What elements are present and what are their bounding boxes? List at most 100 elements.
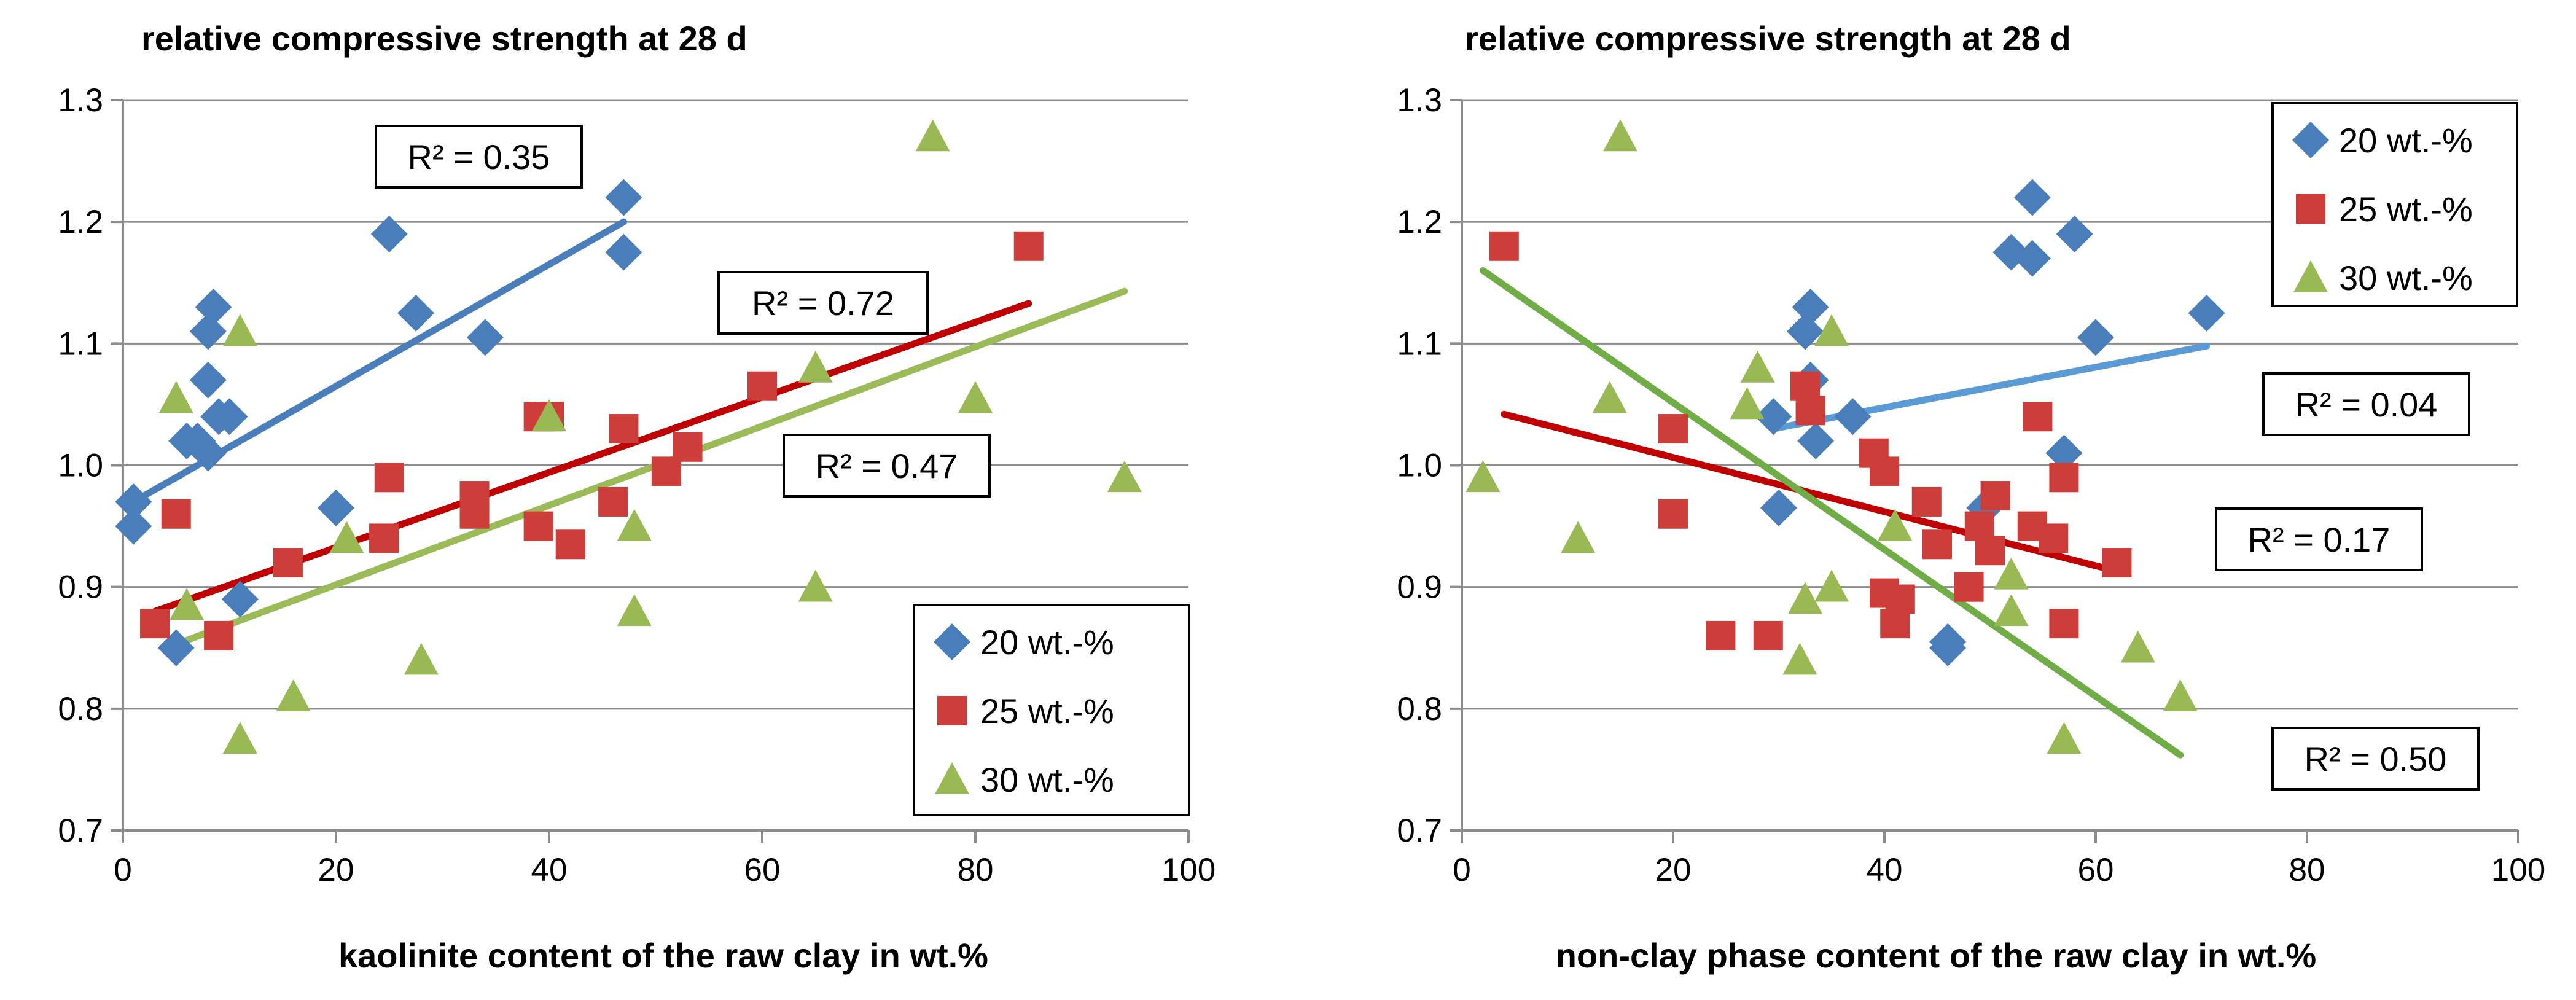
data-point [1814, 569, 1849, 602]
r-squared-label: R² = 0.47 [816, 447, 958, 485]
data-point [2049, 609, 2079, 639]
r-squared-box [375, 125, 583, 189]
data-point [115, 507, 152, 545]
r-squared-box [717, 271, 929, 335]
data-point [1753, 620, 1783, 650]
data-point [1814, 314, 1849, 346]
data-point [157, 629, 195, 666]
trendline [1479, 267, 2184, 759]
data-point [1980, 481, 2010, 511]
data-point [958, 381, 993, 413]
x-tick-label: 0 [1453, 852, 1470, 888]
legend-marker [935, 762, 969, 794]
x-tick-label: 60 [744, 852, 781, 888]
r-squared-box [783, 434, 991, 498]
y-tick-label: 0.9 [58, 569, 103, 606]
data-point [1797, 422, 1835, 459]
axes [111, 99, 1190, 843]
y-tick-label: 1.3 [1397, 82, 1442, 119]
data-point [1706, 620, 1736, 650]
data-point [397, 294, 435, 332]
r-squared-label: R² = 0.50 [2305, 740, 2447, 778]
y-tick-label: 1.1 [1397, 326, 1442, 362]
data-point [2163, 679, 2198, 711]
r-squared-box [2262, 372, 2470, 436]
data-point [1922, 529, 1952, 560]
data-point [2049, 463, 2079, 493]
data-point [140, 609, 170, 639]
r-squared-box [2215, 507, 2423, 571]
data-point [1994, 594, 2029, 627]
data-point [276, 679, 311, 711]
x-tick-label: 80 [2289, 852, 2325, 888]
trendline [173, 287, 1128, 648]
y-tick-label: 0.9 [1397, 569, 1442, 606]
x-tick-label: 20 [318, 852, 354, 888]
data-point [2056, 215, 2093, 252]
data-point [1954, 572, 1984, 602]
data-point [1730, 387, 1765, 420]
data-point [798, 350, 833, 383]
data-point [204, 620, 234, 650]
data-point [617, 509, 652, 541]
data-point [2047, 722, 2082, 754]
data-point [1013, 231, 1044, 261]
data-point [329, 521, 364, 553]
y-tick-label: 1.0 [1397, 448, 1442, 484]
data-point [1489, 231, 1519, 261]
data-point [374, 463, 404, 493]
data-point [2102, 548, 2132, 578]
data-point [1834, 398, 1872, 436]
data-point [532, 399, 566, 432]
y-tick-label: 1.2 [58, 204, 103, 240]
data-point [2013, 240, 2051, 277]
data-point [1792, 288, 1829, 326]
data-point [211, 398, 248, 436]
data-point [1740, 350, 1775, 383]
data-point [1603, 119, 1637, 152]
data-point [605, 179, 642, 216]
r-squared-label: R² = 0.04 [2295, 385, 2438, 424]
y-tick-labels: 0.7 0.8 0.9 1.0 1.1 1.2 1.3 [1397, 82, 1442, 849]
data-point [1658, 414, 1688, 444]
legend-label: 20 wt.-% [980, 623, 1114, 662]
legend: 20 wt.-% 25 wt.-% 30 wt.-% [2271, 102, 2518, 307]
legend-label: 30 wt.-% [980, 760, 1114, 799]
legend-marker [2296, 194, 2325, 224]
r-squared-label: R² = 0.35 [408, 138, 550, 176]
chart-non-clay: relative compressive strength at 28 d 0.… [1397, 19, 2545, 975]
r-squared-label: R² = 0.17 [2248, 520, 2391, 559]
legend-marker [934, 623, 970, 660]
data-point [161, 499, 191, 529]
y-tick-label: 0.7 [58, 813, 103, 849]
y-tick-label: 1.3 [58, 82, 103, 119]
data-point [1561, 521, 1596, 553]
y-tick-labels: 0.7 0.8 0.9 1.0 1.1 1.2 1.3 [58, 82, 103, 849]
data-point [115, 483, 152, 520]
x-tick-label: 0 [114, 852, 131, 888]
data-point [195, 288, 232, 326]
data-point [798, 569, 833, 602]
data-points [115, 119, 1142, 754]
y-tick-label: 1.0 [58, 448, 103, 484]
data-point [1870, 456, 1899, 486]
data-point [598, 486, 628, 517]
chart-title: relative compressive strength at 28 d [141, 19, 747, 58]
x-axis-label: kaolinite content of the raw clay in wt.… [338, 936, 988, 975]
data-point [404, 643, 439, 675]
data-point [2120, 630, 2155, 663]
data-point [1929, 623, 1967, 660]
data-point [273, 548, 303, 578]
data-point [369, 523, 399, 553]
data-point [1658, 499, 1688, 529]
legend-label: 30 wt.-% [2339, 259, 2473, 297]
data-point [915, 119, 950, 152]
chart-title: relative compressive strength at 28 d [1465, 19, 2071, 58]
y-tick-label: 0.8 [58, 691, 103, 727]
data-point [523, 511, 553, 541]
x-tick-label: 100 [2491, 852, 2545, 888]
data-point [1911, 486, 1942, 517]
data-point [1782, 643, 1817, 675]
data-point [170, 588, 205, 620]
